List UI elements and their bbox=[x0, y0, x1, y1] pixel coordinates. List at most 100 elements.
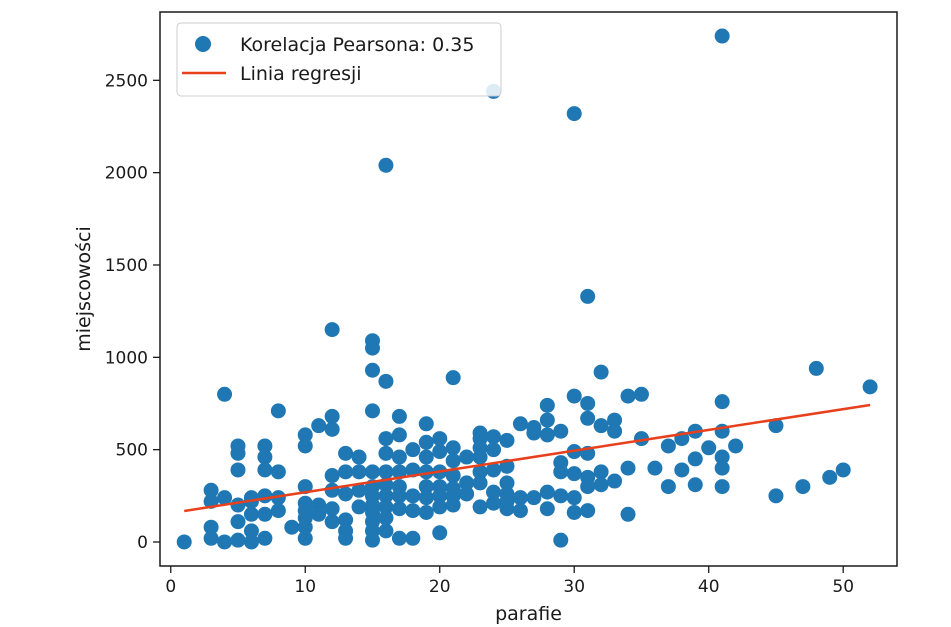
data-point bbox=[714, 394, 730, 410]
data-point bbox=[364, 362, 380, 378]
data-point bbox=[445, 370, 461, 386]
x-tick-label: 10 bbox=[294, 577, 316, 597]
y-axis-label: miejscowości bbox=[73, 226, 95, 352]
data-point bbox=[338, 530, 354, 546]
data-point bbox=[364, 340, 380, 356]
data-point bbox=[714, 449, 730, 465]
data-point bbox=[486, 442, 502, 458]
data-point bbox=[324, 408, 340, 424]
data-point bbox=[553, 488, 569, 504]
y-tick-label: 2000 bbox=[105, 164, 148, 184]
data-point bbox=[768, 418, 784, 434]
data-point bbox=[257, 506, 273, 522]
data-point bbox=[391, 464, 407, 480]
x-axis-label: parafie bbox=[495, 603, 562, 625]
data-point bbox=[270, 464, 286, 480]
data-point bbox=[324, 501, 340, 517]
x-tick-label: 30 bbox=[563, 577, 585, 597]
data-point bbox=[593, 464, 609, 480]
data-point bbox=[418, 434, 434, 450]
data-point bbox=[378, 373, 394, 389]
data-point bbox=[230, 514, 246, 530]
data-point bbox=[633, 431, 649, 447]
data-point bbox=[526, 490, 542, 506]
data-point bbox=[687, 451, 703, 467]
data-point bbox=[391, 427, 407, 443]
data-point bbox=[580, 410, 596, 426]
data-point bbox=[351, 449, 367, 465]
data-point bbox=[364, 532, 380, 548]
data-point bbox=[472, 464, 488, 480]
data-point bbox=[284, 519, 300, 535]
data-point bbox=[728, 438, 744, 454]
x-tick-label: 40 bbox=[698, 577, 720, 597]
data-point bbox=[499, 475, 515, 491]
data-point bbox=[580, 503, 596, 519]
data-point bbox=[512, 503, 528, 519]
data-point bbox=[472, 499, 488, 515]
data-point bbox=[459, 486, 475, 502]
data-point bbox=[418, 416, 434, 432]
data-point bbox=[297, 530, 313, 546]
data-point bbox=[512, 490, 528, 506]
regression-line bbox=[184, 403, 871, 513]
data-point bbox=[486, 429, 502, 445]
data-point bbox=[566, 490, 582, 506]
data-point bbox=[230, 462, 246, 478]
y-tick-label: 1000 bbox=[105, 348, 148, 368]
data-point bbox=[633, 386, 649, 402]
legend-box bbox=[176, 22, 502, 97]
data-point bbox=[714, 479, 730, 495]
data-point bbox=[297, 438, 313, 454]
data-point bbox=[297, 427, 313, 443]
data-point bbox=[391, 449, 407, 465]
data-point bbox=[217, 534, 233, 550]
data-point bbox=[364, 403, 380, 419]
data-point bbox=[257, 438, 273, 454]
data-point bbox=[607, 412, 623, 428]
data-point bbox=[647, 460, 663, 476]
data-point bbox=[701, 440, 717, 456]
data-point bbox=[432, 444, 448, 460]
data-point bbox=[566, 504, 582, 520]
data-point bbox=[297, 479, 313, 495]
x-tick-label: 0 bbox=[165, 577, 176, 597]
data-point bbox=[432, 499, 448, 515]
data-point bbox=[553, 464, 569, 480]
data-point bbox=[378, 488, 394, 504]
data-point bbox=[432, 488, 448, 504]
data-point bbox=[486, 484, 502, 500]
legend-entry-line: Linia regresji bbox=[240, 63, 362, 85]
data-point bbox=[660, 438, 676, 454]
plot-area bbox=[159, 11, 898, 567]
data-point bbox=[364, 464, 380, 480]
data-point bbox=[607, 423, 623, 439]
y-tick-label: 0 bbox=[137, 533, 148, 553]
data-point bbox=[243, 534, 259, 550]
data-point bbox=[445, 440, 461, 456]
data-point bbox=[324, 514, 340, 530]
data-point bbox=[378, 431, 394, 447]
data-point bbox=[203, 482, 219, 498]
data-point bbox=[808, 360, 824, 376]
data-point bbox=[217, 490, 233, 506]
data-point bbox=[405, 462, 421, 478]
data-point bbox=[620, 460, 636, 476]
data-point bbox=[418, 479, 434, 495]
data-point bbox=[459, 475, 475, 491]
data-point bbox=[405, 442, 421, 458]
data-point bbox=[862, 379, 878, 395]
data-point bbox=[768, 488, 784, 504]
data-point bbox=[580, 288, 596, 304]
data-point bbox=[270, 503, 286, 519]
data-point bbox=[553, 532, 569, 548]
data-point bbox=[714, 28, 730, 44]
data-point bbox=[378, 523, 394, 539]
data-point bbox=[445, 453, 461, 469]
data-point bbox=[539, 484, 555, 500]
data-point bbox=[593, 364, 609, 380]
data-point bbox=[418, 464, 434, 480]
data-point bbox=[378, 510, 394, 526]
